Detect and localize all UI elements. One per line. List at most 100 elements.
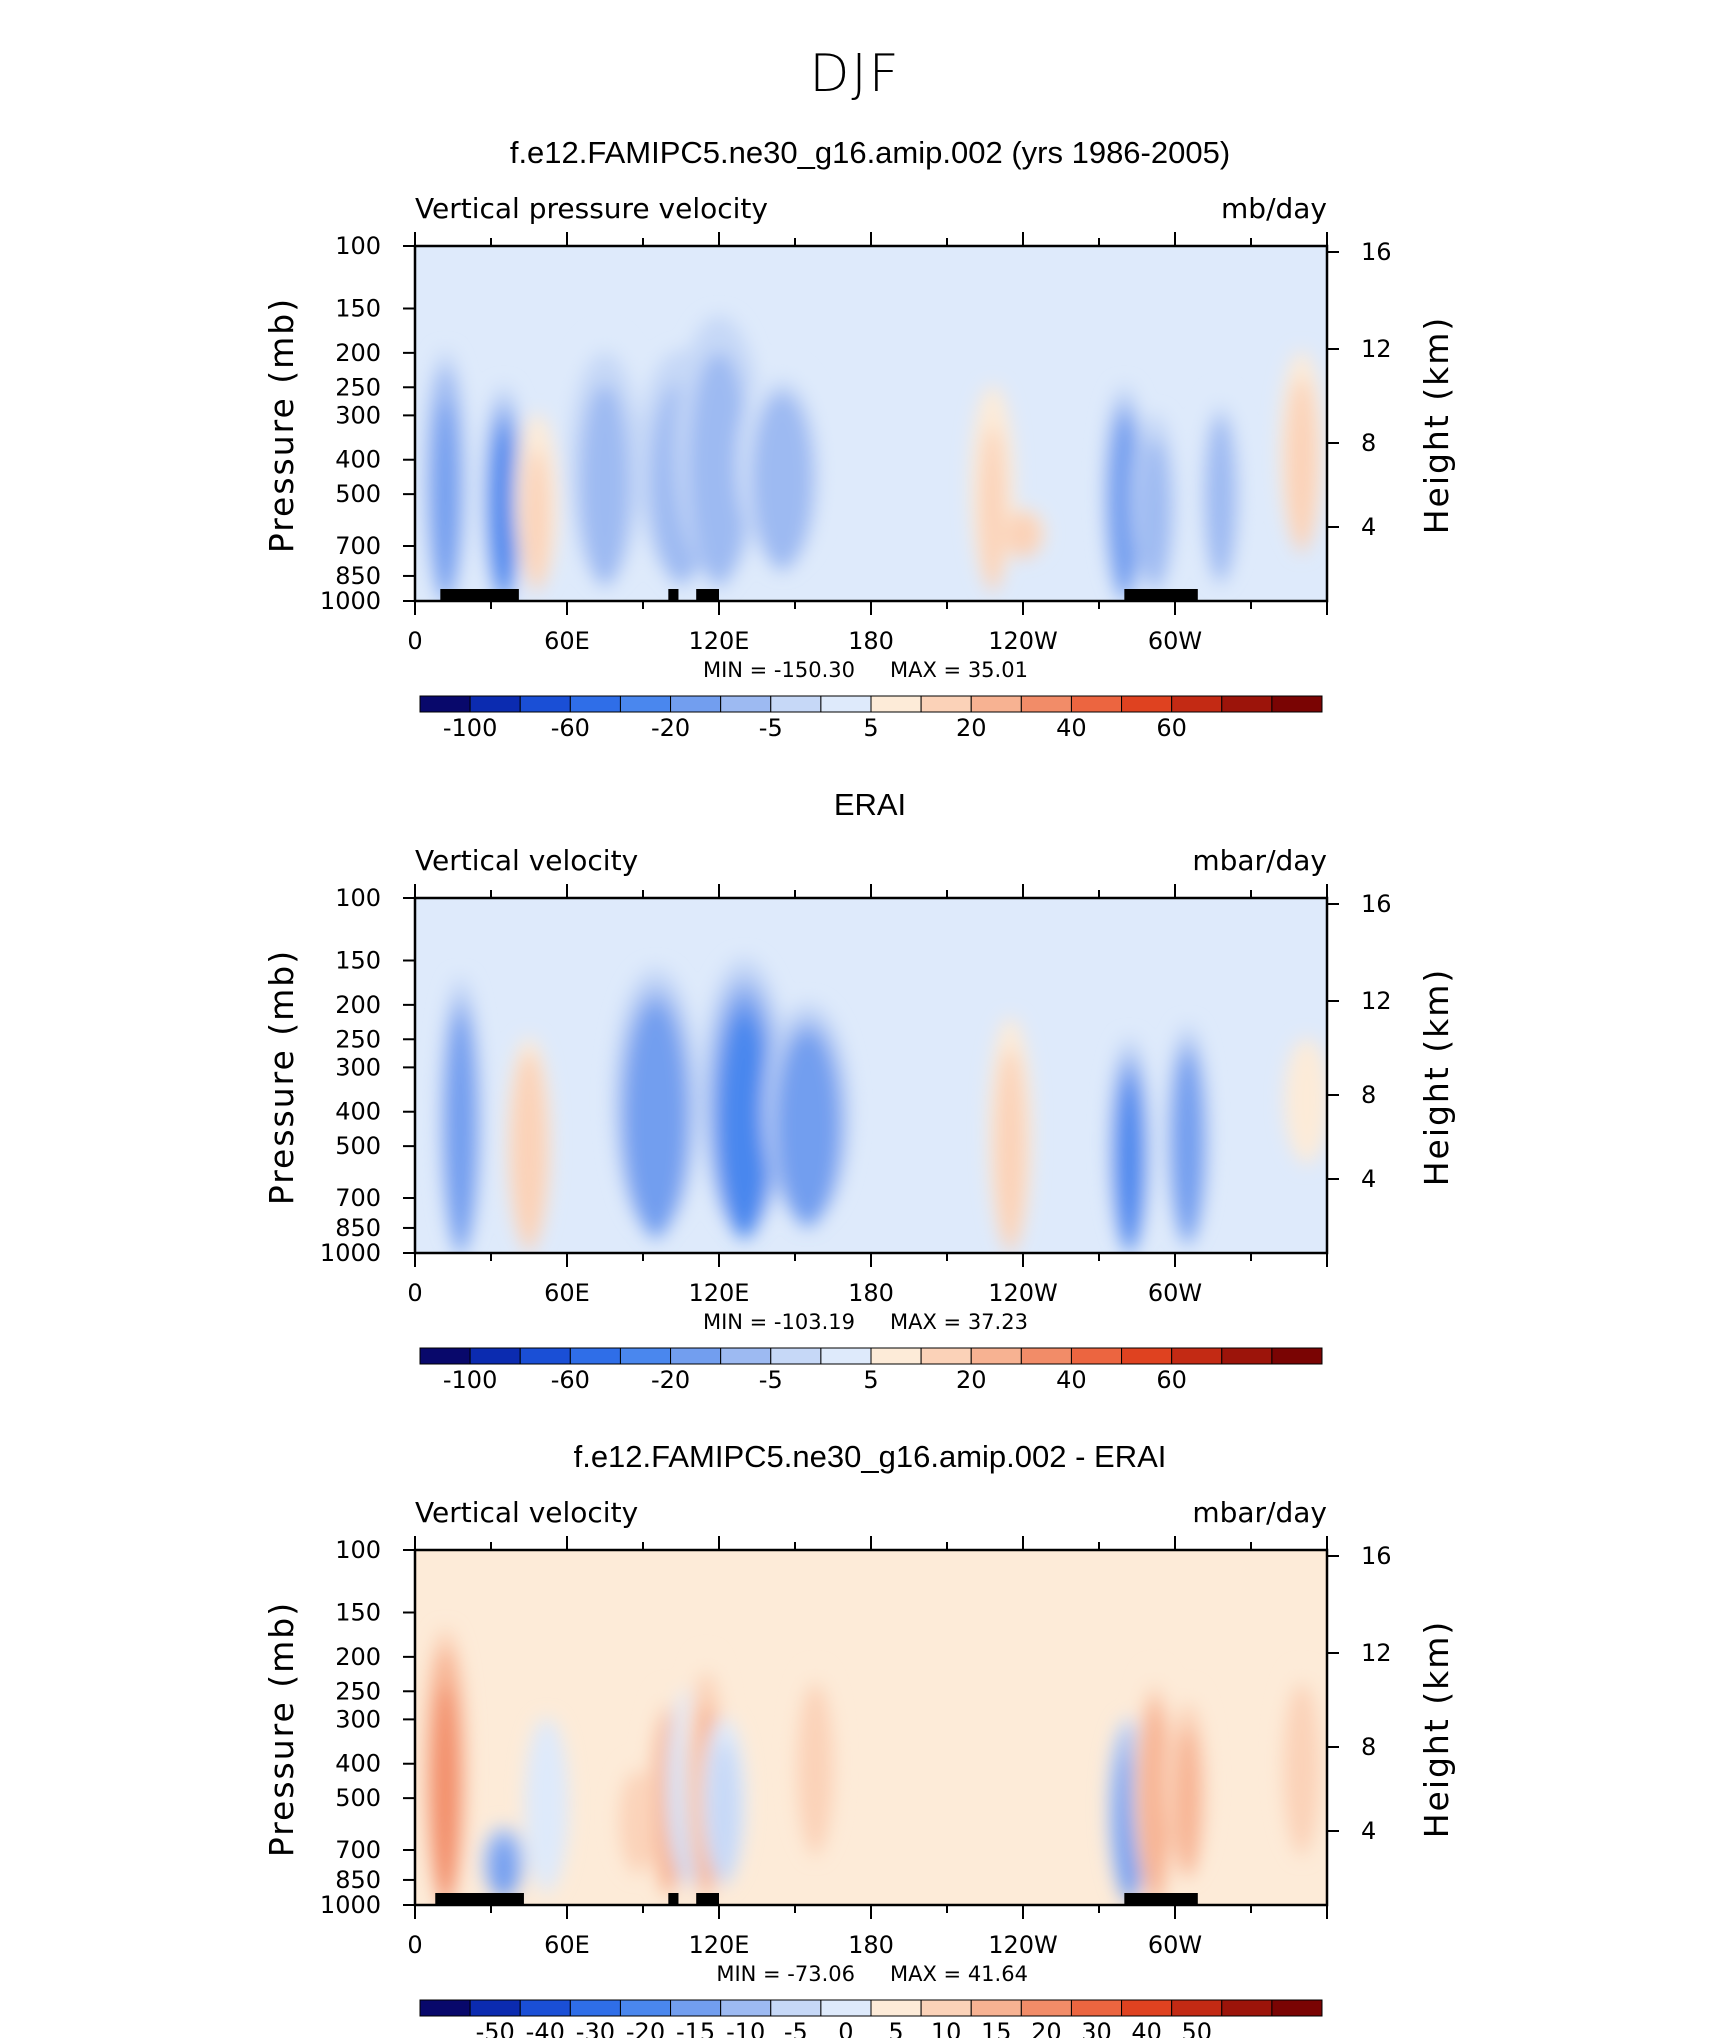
contour-feature (1102, 385, 1147, 596)
contour-feature (674, 315, 764, 579)
colorbar-label: 5 (863, 714, 878, 742)
y2-axis-label: Height (km) (1417, 316, 1456, 535)
contour-feature (1288, 1047, 1325, 1163)
contour-feature (1107, 1717, 1152, 1900)
colorbar-swatch (820, 695, 872, 713)
contour-feature (491, 1840, 516, 1900)
contour-feature (1000, 508, 1046, 558)
y-tick-label: 300 (335, 1053, 381, 1081)
colorbar-swatch (770, 695, 822, 713)
land-mask (1124, 1893, 1198, 1905)
contour-feature (485, 1830, 522, 1899)
colorbar-label: 5 (863, 1366, 878, 1394)
y-tick-label: 250 (335, 1025, 381, 1053)
x-tick-label: 60W (1148, 627, 1202, 655)
colorbar-swatch (970, 1999, 1022, 2017)
contour-feature (615, 1762, 661, 1872)
land-mask (440, 589, 519, 601)
contour-feature (1202, 405, 1239, 579)
colorbar-swatch (519, 695, 571, 713)
panel-title: ERAI (834, 787, 906, 822)
contour-feature (433, 400, 458, 601)
land-mask (668, 1893, 679, 1905)
contour-feature (1107, 1037, 1152, 1248)
contour-feature (636, 350, 726, 579)
contour-feature (491, 428, 516, 601)
panel-title: f.e12.FAMIPC5.ne30_g16.amip.002 (yrs 198… (510, 135, 1230, 170)
contour-feature (1289, 391, 1314, 554)
y-tick-label: 100 (335, 884, 381, 912)
y-tick-label: 1000 (320, 1239, 381, 1267)
contour-feature (1165, 1024, 1210, 1240)
contour-feature (771, 1018, 845, 1223)
contour-feature (1109, 414, 1140, 599)
x-tick-label: 60E (544, 1279, 590, 1307)
colorbar-label: -20 (626, 2018, 665, 2038)
contour-feature (1284, 1037, 1327, 1163)
colorbar-label: 20 (1031, 2018, 1062, 2038)
colorbar-swatch (920, 695, 972, 713)
colorbar-label: -40 (526, 2018, 565, 2038)
contour-feature (670, 1703, 707, 1883)
colorbar-label: -20 (651, 1366, 690, 1394)
contour-feature (1114, 1742, 1145, 1903)
contour-feature (656, 397, 706, 585)
colorbar-label: 10 (931, 2018, 962, 2038)
colorbar-swatch (1171, 695, 1223, 713)
colorbar-swatch (720, 1999, 772, 2017)
units-label: mb/day (1221, 192, 1327, 225)
max-label: MAX = 37.23 (890, 1310, 1028, 1334)
colorbar-swatch (920, 1999, 972, 2017)
x-tick-label: 60W (1148, 1931, 1202, 1959)
y-tick-label: 100 (335, 1536, 381, 1564)
colorbar-swatch (469, 1999, 521, 2017)
contour-feature (708, 1740, 740, 1885)
y2-tick-label: 12 (1361, 987, 1392, 1015)
contour-feature (1111, 1730, 1148, 1900)
contour-feature (531, 1741, 562, 1894)
contour-feature (488, 1835, 519, 1900)
colorbar-label: 20 (956, 1366, 987, 1394)
contour-feature (1142, 449, 1167, 592)
contour-feature (980, 426, 1005, 593)
x-tick-label: 120E (689, 1931, 750, 1959)
contour-feature (701, 1717, 747, 1882)
colorbar-swatch (1121, 1347, 1173, 1365)
contour-feature (513, 1066, 545, 1251)
contour-feature (481, 385, 526, 596)
contour-feature (1294, 1063, 1319, 1166)
y2-tick-label: 4 (1361, 1817, 1376, 1845)
contour-feature (1279, 350, 1324, 549)
contour-feature (423, 350, 468, 596)
colorbar-swatch (419, 695, 471, 713)
y-tick-label: 700 (335, 1836, 381, 1864)
contour-feature (574, 368, 636, 583)
contour-feature (705, 1729, 743, 1883)
contour-feature (1169, 1039, 1206, 1241)
contour-feature (646, 1689, 691, 1891)
contour-feature (694, 1703, 719, 1899)
contour-feature (751, 393, 813, 569)
min-label: MIN = -150.30 (703, 658, 855, 682)
contour-feature (977, 413, 1008, 591)
x-tick-label: 0 (407, 1931, 422, 1959)
y-tick-label: 200 (335, 1643, 381, 1671)
y2-tick-label: 8 (1361, 1733, 1376, 1761)
contour-feature (1004, 511, 1042, 558)
contour-feature (682, 334, 756, 581)
colorbar-label: 30 (1081, 2018, 1112, 2038)
y-tick-label: 850 (335, 562, 381, 590)
contour-feature (442, 996, 479, 1250)
contour-feature (1279, 1669, 1324, 1852)
land-mask (1124, 589, 1198, 601)
colorbar-swatch (670, 1347, 722, 1365)
contour-feature (763, 1002, 852, 1221)
contour-feature (758, 406, 807, 571)
y2-tick-label: 16 (1361, 890, 1392, 918)
contour-feature (514, 413, 559, 587)
colorbar-swatch (970, 1347, 1022, 1365)
contour-feature (1198, 391, 1243, 578)
colorbar-swatch (970, 695, 1022, 713)
